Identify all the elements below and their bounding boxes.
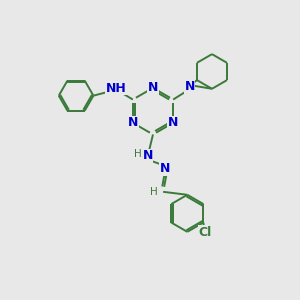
Text: N: N — [128, 116, 138, 129]
Text: H: H — [150, 187, 158, 196]
Text: N: N — [142, 149, 153, 163]
Text: N: N — [160, 162, 170, 175]
Text: N: N — [148, 81, 158, 94]
Text: N: N — [168, 116, 178, 129]
Text: N: N — [184, 80, 195, 94]
Text: NH: NH — [106, 82, 127, 95]
Text: Cl: Cl — [198, 226, 212, 239]
Text: H: H — [134, 148, 142, 159]
